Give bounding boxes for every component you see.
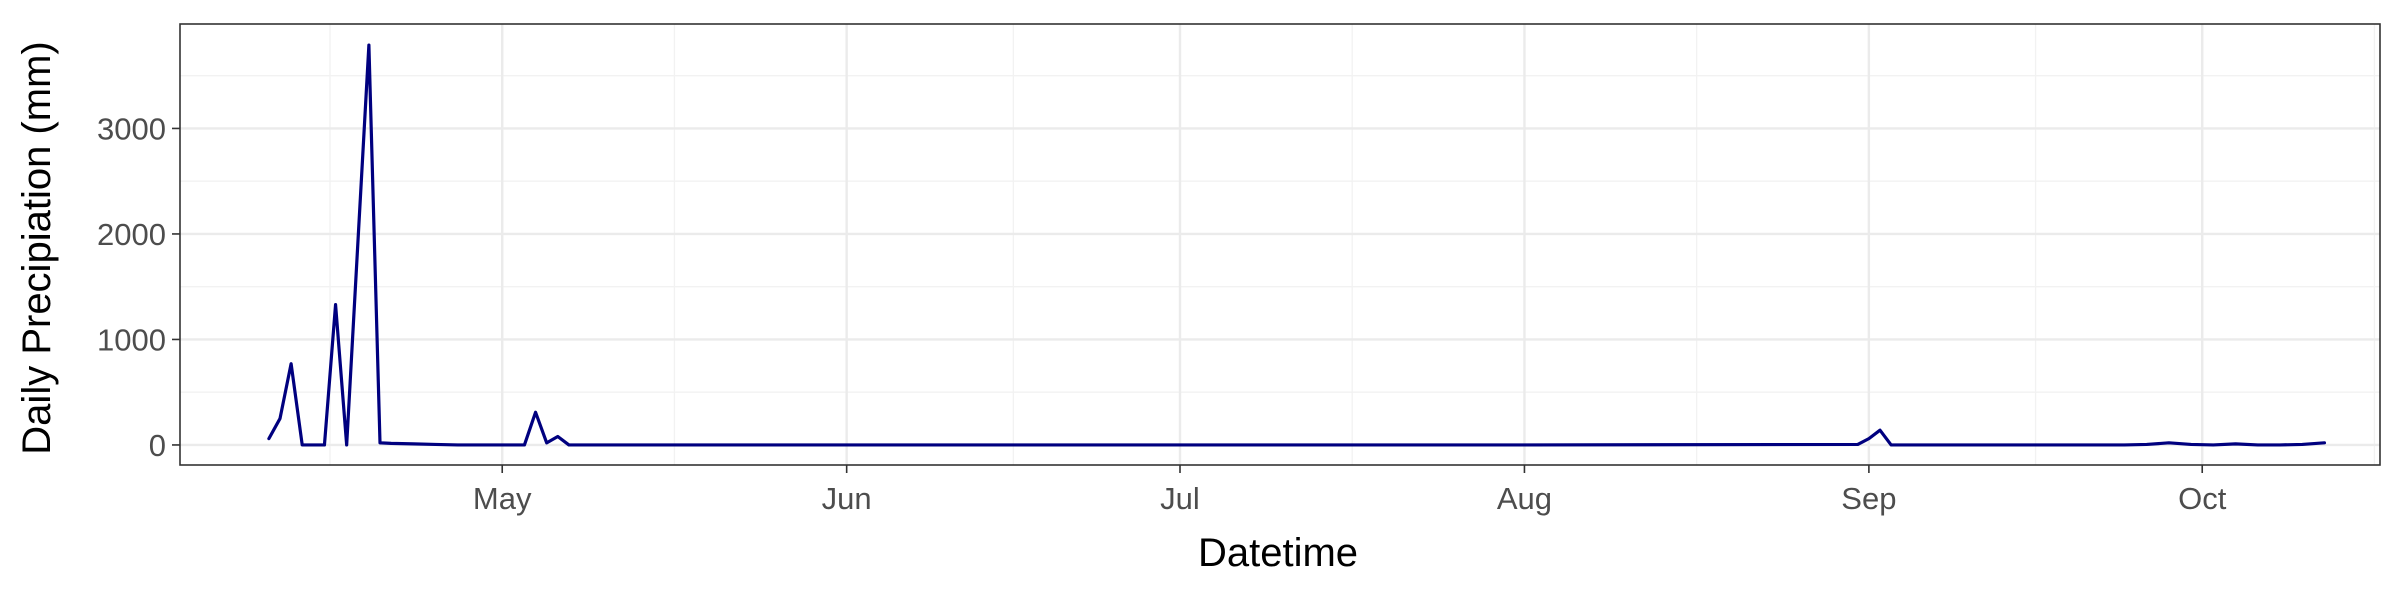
major-gridlines xyxy=(180,24,2380,465)
x-tick-label: May xyxy=(473,481,532,516)
x-tick-label: Aug xyxy=(1497,481,1552,516)
x-axis: May Jun Jul Aug Sep Oct xyxy=(473,465,2227,516)
x-tick-label: Sep xyxy=(1841,481,1896,516)
x-tick-label: Oct xyxy=(2178,481,2227,516)
y-axis: 0 1000 2000 3000 xyxy=(97,111,180,463)
y-tick-label: 0 xyxy=(149,428,166,463)
x-axis-title: Datetime xyxy=(1198,531,1358,575)
y-tick-label: 1000 xyxy=(97,322,166,357)
plot-panel-border xyxy=(179,23,2381,466)
y-tick-label: 2000 xyxy=(97,217,166,252)
precipitation-series-line xyxy=(267,43,2327,447)
x-tick-label: Jul xyxy=(1160,481,1200,516)
y-axis-title: Daily Precipiation (mm) xyxy=(15,41,59,454)
y-tick-label: 3000 xyxy=(97,111,166,146)
minor-gridlines xyxy=(180,24,2380,465)
x-tick-label: Jun xyxy=(822,481,872,516)
